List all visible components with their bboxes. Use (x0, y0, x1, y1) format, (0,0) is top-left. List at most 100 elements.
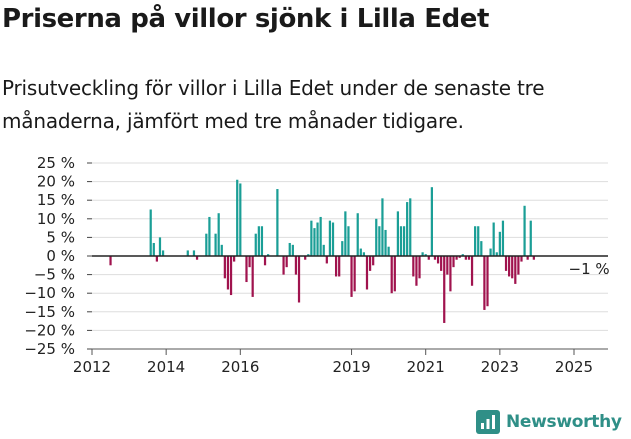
chart-bar (455, 256, 458, 260)
chart-bar (523, 205, 526, 256)
y-tick-label: −15 % (24, 303, 75, 321)
chart-bar (294, 256, 298, 275)
chart-bar (214, 233, 217, 256)
chart-bar (362, 252, 366, 256)
chart-bar (316, 222, 319, 256)
chart-bar (248, 256, 251, 268)
chart-bar (508, 256, 511, 277)
chart-bar (520, 256, 523, 262)
chart-bar (427, 256, 430, 260)
chart-bar (477, 226, 480, 256)
chart-bar (458, 256, 461, 258)
chart-bar (334, 256, 338, 277)
chart-bar (233, 256, 236, 262)
chart-bar (310, 220, 313, 256)
chart-bar (443, 256, 446, 323)
y-tick-label: 20 % (37, 173, 75, 191)
chart-bar (409, 198, 412, 256)
chart-bar (495, 252, 498, 256)
chart-bar (161, 250, 165, 256)
chart-bar (254, 233, 257, 256)
y-tick-label: 25 % (37, 154, 75, 172)
chart-bar (489, 248, 492, 256)
page-title: Priserna på villor sjönk i Lilla Edet (2, 4, 490, 34)
chart-bar (109, 256, 112, 266)
chart-bar (205, 233, 208, 256)
chart-bar (322, 244, 325, 256)
x-tick-label: 2012 (73, 358, 111, 376)
page-subtitle: Prisutveckling för villor i Lilla Edet u… (2, 76, 545, 133)
x-tick-label: 2019 (332, 358, 370, 376)
chart-bar (452, 256, 455, 268)
chart-bar (307, 254, 310, 256)
chart-bar (514, 256, 517, 284)
chart-bar (402, 226, 406, 256)
chart-bar (415, 256, 418, 286)
y-tick-label: −25 % (24, 340, 75, 358)
chart-bar (319, 216, 322, 256)
chart-bar (433, 256, 437, 260)
chart-bar (263, 256, 267, 266)
chart-bar (532, 256, 535, 260)
chart-bar (501, 220, 505, 256)
chart-bar (276, 189, 279, 256)
chart-bar (399, 226, 403, 256)
chart-bar (381, 198, 384, 256)
chart-bar (325, 256, 328, 264)
chart-bar (257, 226, 260, 256)
chart-bar (486, 256, 489, 307)
chart-bar (149, 209, 152, 256)
chart-bar (297, 256, 301, 303)
chart-bar (436, 256, 440, 264)
chart-bar (341, 241, 344, 256)
chart-bar (421, 252, 424, 256)
chart-bar (353, 256, 356, 292)
chart-bar (285, 256, 288, 268)
chart-bar (430, 187, 433, 256)
y-tick-label: 15 % (37, 191, 75, 209)
last-value-label: −1 % (569, 260, 610, 278)
chart-bar (313, 228, 316, 256)
chart-bar (467, 256, 471, 260)
chart-bar (378, 226, 381, 256)
chart-bar (239, 183, 242, 256)
chart-bar (498, 231, 501, 256)
chart-bar (291, 244, 294, 256)
chart-bar (267, 254, 270, 256)
chart-bar (375, 218, 378, 256)
bar-chart: 25 %20 %15 %10 %5 %0 %−5 %−10 %−15 %−20 … (24, 154, 610, 376)
x-tick-label: 2016 (221, 358, 259, 376)
chart-bar (396, 211, 400, 256)
chart-bar (461, 254, 464, 256)
chart-bar (406, 202, 409, 256)
chart-bar (251, 256, 254, 297)
chart-bar (446, 256, 449, 275)
chart-bar (331, 222, 335, 256)
chart-bar (368, 256, 372, 271)
chart-bar (356, 213, 359, 256)
x-tick-label: 2025 (555, 358, 593, 376)
chart-bar (418, 256, 421, 279)
chart-bar (483, 256, 486, 310)
chart-bar (338, 256, 341, 277)
chart-bar (359, 248, 362, 256)
y-tick-label: 10 % (37, 210, 75, 228)
chart-bar (384, 229, 387, 256)
x-tick-label: 2023 (481, 358, 519, 376)
chart-bar (328, 220, 332, 256)
chart-bar (288, 242, 291, 256)
chart-bar (350, 256, 353, 297)
chart-bar (387, 246, 390, 256)
chart-bar (186, 250, 189, 256)
chart-bar (412, 256, 415, 277)
chart-bar (390, 256, 393, 294)
chart-bar (260, 226, 264, 256)
chart-bar (474, 226, 477, 256)
chart-bar (195, 256, 199, 260)
chart-bar (220, 244, 223, 256)
chart-bar (529, 220, 532, 256)
chart-bar (223, 256, 226, 279)
chart-bar (504, 256, 508, 271)
chart-logo-icon (476, 410, 500, 434)
y-tick-label: −20 % (24, 321, 75, 339)
